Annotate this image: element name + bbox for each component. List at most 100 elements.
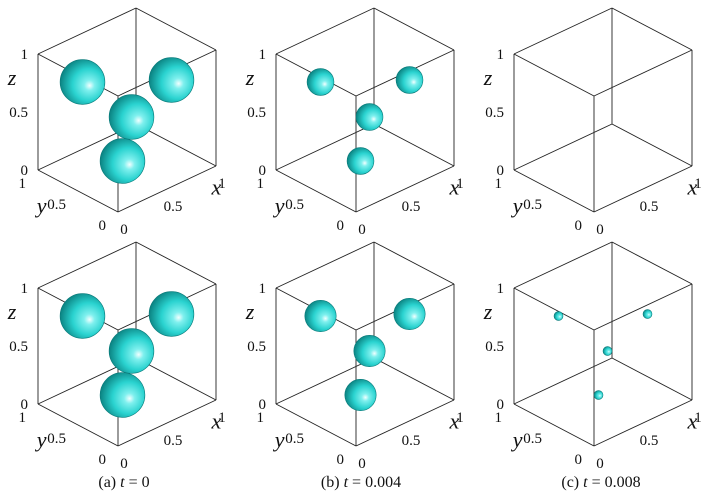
y-axis-label: y [35,427,47,452]
y-axis-label: y [35,193,47,218]
x-axis-label: x [210,174,221,199]
z-tick-label: 0 [259,397,267,413]
z-tick-label: 1 [259,281,267,297]
z-tick-label: 0 [497,163,505,179]
x-tick-label: 0 [596,456,604,472]
z-tick-label: 1 [21,47,29,63]
cube-edge [275,357,375,405]
z-tick-label: 0.5 [9,339,28,355]
y-tick-label: 1 [495,176,503,192]
cube-edge [275,241,375,289]
y-axis-label: y [273,193,285,218]
cube-edge [37,241,137,289]
x-axis-label: x [448,408,459,433]
sphere [148,291,195,337]
y-tick-label: 0.5 [47,431,66,447]
z-tick-label: 0 [259,163,267,179]
cube-edge [611,7,693,51]
y-tick-label: 1 [19,176,27,192]
x-tick-label: 0 [358,222,366,238]
y-axis-label: y [273,427,285,452]
y-tick-label: 0.5 [47,197,66,213]
y-tick-label: 1 [257,410,265,426]
cube-edge [513,123,613,171]
x-tick-label: 0.5 [640,199,659,215]
sphere [99,372,146,418]
cube-edge [355,165,455,213]
y-tick-label: 0 [337,452,345,468]
z-tick-label: 1 [259,47,267,63]
z-tick-label: 1 [497,47,505,63]
sphere [353,335,386,367]
z-tick-label: 0.5 [485,105,504,121]
sphere [344,379,377,411]
cube-edge [513,169,595,213]
cube-edge [373,123,455,167]
sphere [306,68,335,96]
cube-edge [37,169,119,213]
y-tick-label: 1 [257,176,265,192]
sphere [393,298,426,330]
z-axis-label: z [245,65,255,90]
y-tick-label: 1 [19,410,27,426]
cube-edge [611,123,693,167]
x-tick-label: 0.5 [164,433,183,449]
y-tick-label: 0 [575,452,583,468]
x-tick-label: 1 [456,410,464,426]
z-tick-label: 0 [497,397,505,413]
cube-edge [135,241,217,285]
caption-b: (b) t = 0.004 [320,474,402,491]
x-axis-label: x [686,174,697,199]
sphere [59,293,106,339]
sphere [99,138,146,184]
y-tick-label: 0 [99,218,107,234]
z-tick-label: 0.5 [9,105,28,121]
sphere [553,311,564,321]
sphere [108,94,155,140]
y-tick-label: 0 [99,452,107,468]
cube-edge [513,287,595,331]
z-axis-label: z [245,299,255,324]
cube-edge [117,165,217,213]
cube-edge [513,357,613,405]
cube-edge [275,169,357,213]
caption-a: (a) t = 0 [98,474,150,491]
cube-edge [593,283,693,331]
cube-edge [593,49,693,97]
z-axis-label: z [7,299,17,324]
sphere [642,309,653,319]
cube-edge [135,7,217,51]
cube-edge [593,165,693,213]
cube-edge [117,399,217,447]
x-axis-label: x [210,408,221,433]
cube-edge [513,241,613,289]
z-tick-label: 0 [21,397,29,413]
z-axis-label: z [7,65,17,90]
sphere [148,57,195,103]
z-tick-label: 0.5 [485,339,504,355]
x-tick-label: 1 [694,176,702,192]
sphere [593,390,604,400]
x-tick-label: 0 [596,222,604,238]
x-tick-label: 0 [120,222,128,238]
x-tick-label: 0 [120,456,128,472]
cube-edge [275,403,357,447]
z-tick-label: 0.5 [247,339,266,355]
z-axis-label: z [483,299,493,324]
x-tick-label: 0 [358,456,366,472]
y-tick-label: 1 [495,410,503,426]
cube-edge [611,241,693,285]
z-tick-label: 1 [21,281,29,297]
x-tick-label: 0.5 [164,199,183,215]
z-tick-label: 0.5 [247,105,266,121]
x-tick-label: 1 [456,176,464,192]
sphere [346,147,375,175]
x-tick-label: 0.5 [402,433,421,449]
y-tick-label: 0.5 [285,197,304,213]
y-axis-label: y [511,193,523,218]
x-tick-label: 1 [218,176,226,192]
